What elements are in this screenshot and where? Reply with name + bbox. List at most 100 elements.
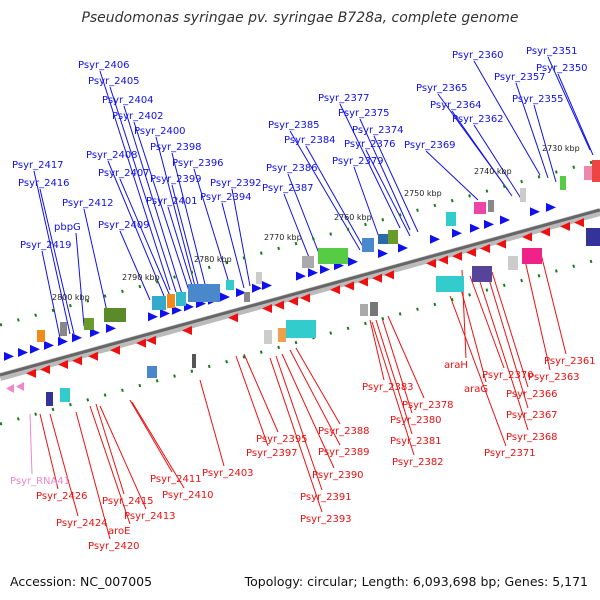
gene-label: Psyr_2412 bbox=[62, 198, 114, 209]
gene-label: Psyr_2419 bbox=[20, 240, 72, 251]
accession-text: Accession: NC_007005 bbox=[10, 574, 153, 589]
gene-label: Psyr_2363 bbox=[528, 372, 580, 383]
label-leader bbox=[533, 104, 557, 183]
gene-label: Psyr_2355 bbox=[512, 94, 564, 105]
reverse-gene-arrow bbox=[40, 365, 50, 374]
label-leader bbox=[479, 281, 529, 431]
label-leader bbox=[99, 70, 171, 291]
gene-label: Psyr_2409 bbox=[98, 220, 150, 231]
label-leader bbox=[33, 170, 71, 335]
label-leader bbox=[473, 124, 523, 201]
reverse-gene-arrow bbox=[426, 258, 436, 268]
reverse-gene-arrow bbox=[372, 273, 382, 283]
feature-block bbox=[226, 280, 234, 290]
label-leader bbox=[199, 379, 225, 467]
reverse-gene-arrow bbox=[110, 345, 120, 355]
feature-block bbox=[37, 330, 45, 342]
feature-block bbox=[167, 294, 175, 308]
label-leader bbox=[235, 355, 269, 447]
reverse-gene-arrow bbox=[58, 360, 68, 370]
feature-block bbox=[584, 166, 592, 180]
feature-block bbox=[388, 230, 398, 244]
gene-label: Psyr_2396 bbox=[172, 158, 224, 169]
feature-block bbox=[152, 296, 166, 310]
gene-label: Psyr_2424 bbox=[56, 518, 108, 529]
forward-gene-arrow bbox=[308, 268, 318, 278]
reverse-gene-arrow bbox=[560, 222, 570, 231]
reverse-gene-arrow bbox=[6, 384, 14, 393]
reverse-gene-arrow bbox=[228, 313, 238, 323]
reverse-gene-arrow bbox=[146, 335, 156, 345]
label-leader bbox=[119, 178, 171, 297]
genome-axis bbox=[0, 208, 600, 377]
label-leader bbox=[295, 347, 341, 425]
feature-block bbox=[378, 234, 390, 244]
gene-label: aroE bbox=[108, 526, 130, 537]
label-leader bbox=[381, 317, 413, 414]
gene-label: Psyr_2379 bbox=[332, 156, 384, 167]
reverse-gene-arrow bbox=[480, 244, 490, 253]
gene-label: Psyr_2420 bbox=[88, 541, 140, 552]
feature-block bbox=[586, 228, 600, 246]
ruler-label: 2790 kbp bbox=[122, 273, 160, 282]
feature-block bbox=[592, 160, 600, 182]
forward-gene-arrow bbox=[452, 228, 462, 238]
reverse-gene-arrow bbox=[300, 293, 310, 303]
gene-label: Psyr_2357 bbox=[494, 72, 546, 83]
forward-gene-arrow bbox=[252, 283, 262, 293]
label-leader bbox=[339, 103, 401, 229]
label-leader bbox=[29, 413, 33, 475]
reverse-gene-arrow bbox=[358, 277, 368, 287]
gene-label: Psyr_2371 bbox=[484, 448, 536, 459]
label-leader bbox=[547, 56, 591, 151]
label-leader bbox=[129, 399, 173, 473]
feature-tracks bbox=[0, 158, 600, 426]
gene-label: araG bbox=[464, 384, 488, 395]
feature-block bbox=[244, 292, 250, 302]
gene-label: Psyr_2405 bbox=[88, 76, 140, 87]
reverse-gene-arrow bbox=[466, 247, 476, 257]
reverse-gene-arrow bbox=[88, 351, 98, 361]
gene-label: Psyr_2369 bbox=[404, 140, 456, 151]
label-leader bbox=[515, 82, 549, 179]
gene-label: Psyr_2376 bbox=[344, 139, 396, 150]
gene-label: Psyr_2374 bbox=[352, 125, 404, 136]
label-leader bbox=[557, 73, 594, 156]
forward-gene-arrow bbox=[72, 333, 82, 343]
label-leader bbox=[375, 319, 413, 435]
genome-axis-shadow bbox=[0, 208, 600, 381]
reverse-gene-arrow bbox=[26, 368, 36, 378]
label-leader bbox=[107, 160, 165, 297]
gene-label: Psyr_2386 bbox=[266, 163, 318, 174]
label-leader bbox=[457, 277, 487, 383]
forward-gene-arrow bbox=[236, 288, 246, 298]
label-leader bbox=[491, 271, 529, 388]
gene-label: Psyr_2398 bbox=[150, 142, 202, 153]
forward-gene-arrow bbox=[484, 219, 494, 229]
reverse-gene-arrow bbox=[262, 303, 272, 313]
label-leader bbox=[155, 136, 197, 291]
gene-label: Psyr_2365 bbox=[416, 83, 468, 94]
genome-summary-text: Topology: circular; Length: 6,093,698 bp… bbox=[244, 574, 588, 589]
gene-label: Psyr_2360 bbox=[452, 50, 504, 61]
ruler-label: 2730 kbp bbox=[542, 144, 580, 153]
reverse-gene-arrow bbox=[344, 281, 354, 291]
forward-gene-arrow bbox=[320, 265, 330, 274]
label-leader bbox=[373, 135, 419, 233]
feature-block bbox=[560, 176, 566, 190]
forward-gene-arrow bbox=[30, 344, 40, 354]
feature-block bbox=[188, 284, 220, 302]
gene-label: Psyr_2385 bbox=[268, 120, 320, 131]
reverse-gene-arrow bbox=[16, 382, 24, 391]
forward-gene-arrow bbox=[530, 207, 540, 217]
label-leader bbox=[89, 405, 131, 525]
feature-block bbox=[84, 318, 94, 330]
gene-label: Psyr_2361 bbox=[544, 356, 596, 367]
gene-label: Psyr_2401 bbox=[146, 196, 198, 207]
label-leader bbox=[275, 355, 323, 491]
feature-block bbox=[147, 366, 157, 378]
reverse-gene-arrow bbox=[574, 218, 584, 228]
feature-block bbox=[522, 248, 542, 264]
gene-label: Psyr_2387 bbox=[262, 183, 314, 194]
